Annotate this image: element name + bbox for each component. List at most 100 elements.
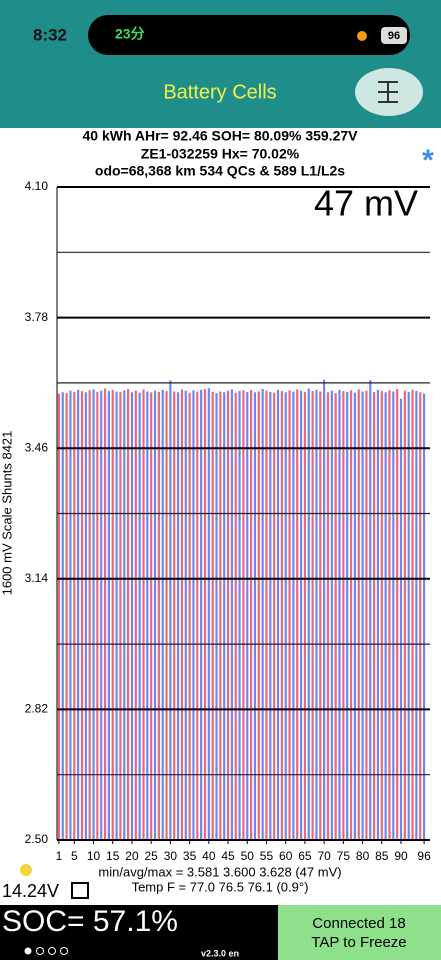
bar: [92, 389, 95, 840]
y-tick-label: 2.50: [25, 832, 49, 846]
call-timer: 23分: [115, 26, 145, 42]
y-axis-label: 1600 mV Scale Shunts 8421: [0, 431, 14, 596]
bar: [230, 389, 233, 840]
x-tick-label: 50: [241, 849, 255, 863]
bar: [111, 389, 114, 840]
bar: [326, 392, 330, 840]
bar: [338, 389, 341, 840]
bar: [100, 390, 103, 840]
bar: [349, 390, 353, 840]
bar: [288, 390, 291, 840]
x-tick-label: 20: [125, 849, 139, 863]
page-dot: [24, 947, 32, 955]
bar: [161, 389, 164, 840]
connect-button[interactable]: [278, 905, 441, 960]
freeze-action: TAP to Freeze: [311, 934, 406, 951]
bar: [223, 392, 226, 840]
bar: [215, 393, 218, 840]
y-tick-label: 3.46: [25, 440, 49, 454]
bar: [296, 389, 299, 840]
bar: [257, 391, 260, 840]
x-tick-label: 70: [317, 849, 331, 863]
stats-line: Temp F = 77.0 76.5 76.1 (0.9°): [132, 879, 309, 894]
bar: [384, 392, 387, 840]
x-tick-label: 30: [164, 849, 178, 863]
bar: [323, 379, 326, 840]
star[interactable]: *: [422, 144, 434, 177]
bar: [211, 391, 214, 840]
bar: [65, 393, 68, 840]
bar: [253, 392, 257, 840]
bar: [184, 390, 187, 840]
bar: [173, 391, 176, 840]
bar: [234, 392, 237, 840]
bar: [273, 392, 276, 840]
bar: [342, 391, 345, 840]
x-tick-label: 75: [337, 849, 351, 863]
x-tick-label: 55: [260, 849, 274, 863]
bar: [357, 389, 360, 840]
bar: [284, 392, 287, 840]
bar: [119, 391, 122, 840]
x-tick-label: 35: [183, 849, 197, 863]
bar: [188, 392, 191, 840]
bar: [242, 390, 245, 840]
bar: [388, 390, 391, 840]
x-tick-label: 96: [417, 849, 431, 863]
bar: [376, 389, 380, 840]
bar: [138, 392, 141, 840]
bar: [396, 389, 399, 840]
bar: [96, 391, 99, 840]
plot: 4.10 3.78 3.46 3.14 2.82 2.50 1 5 10 15 20 25 30 35 40…: [25, 179, 431, 863]
bar: [380, 391, 383, 840]
dynamic-island: [88, 15, 410, 55]
x-tick-label: 90: [394, 849, 408, 863]
bar: [246, 391, 249, 840]
x-tick-label: 45: [221, 849, 235, 863]
status-time: 8:32: [33, 25, 67, 44]
soc: SOC= 57.1%: [2, 905, 178, 938]
bulb-icon[interactable]: [20, 864, 32, 876]
bar: [115, 391, 118, 840]
bar: [299, 390, 303, 840]
calendar-icon[interactable]: [71, 882, 89, 899]
connected: Connected 18: [312, 915, 405, 932]
x-tick-label: 80: [356, 849, 370, 863]
x-tick-label: 65: [298, 849, 312, 863]
x-tick-label: 60: [279, 849, 293, 863]
bar: [365, 390, 368, 840]
bar: [261, 389, 264, 840]
bar: [150, 392, 153, 840]
bar: [250, 389, 253, 840]
x-tick-label: 40: [202, 849, 216, 863]
bar: [176, 392, 180, 840]
bar: [307, 388, 310, 840]
screen-title: Battery Cells: [163, 81, 276, 103]
bar: [422, 393, 426, 840]
bar: [207, 388, 210, 840]
soc-bg: [0, 905, 278, 960]
page-dot: [48, 947, 56, 955]
bar: [165, 391, 168, 840]
bar: [315, 389, 318, 840]
bar: [403, 390, 406, 840]
x-tick-label: 1: [56, 849, 63, 863]
bar: [330, 390, 333, 840]
bar: [203, 389, 207, 840]
bar: [238, 391, 241, 840]
bar: [265, 390, 268, 840]
bar: [334, 393, 337, 840]
bar: [419, 392, 422, 840]
stats-line: min/avg/max = 3.581 3.600 3.628 (47 mV): [98, 864, 341, 879]
bar: [292, 391, 295, 840]
x-tick-label: 85: [375, 849, 389, 863]
bar: [399, 398, 403, 840]
info-line: 40 kWh AHr= 92.46 SOH= 80.09% 359.27V: [83, 128, 359, 144]
bar: [57, 393, 61, 840]
bar: [311, 391, 314, 840]
bar: [142, 389, 145, 840]
bar: [319, 391, 322, 840]
bar: [369, 380, 372, 840]
